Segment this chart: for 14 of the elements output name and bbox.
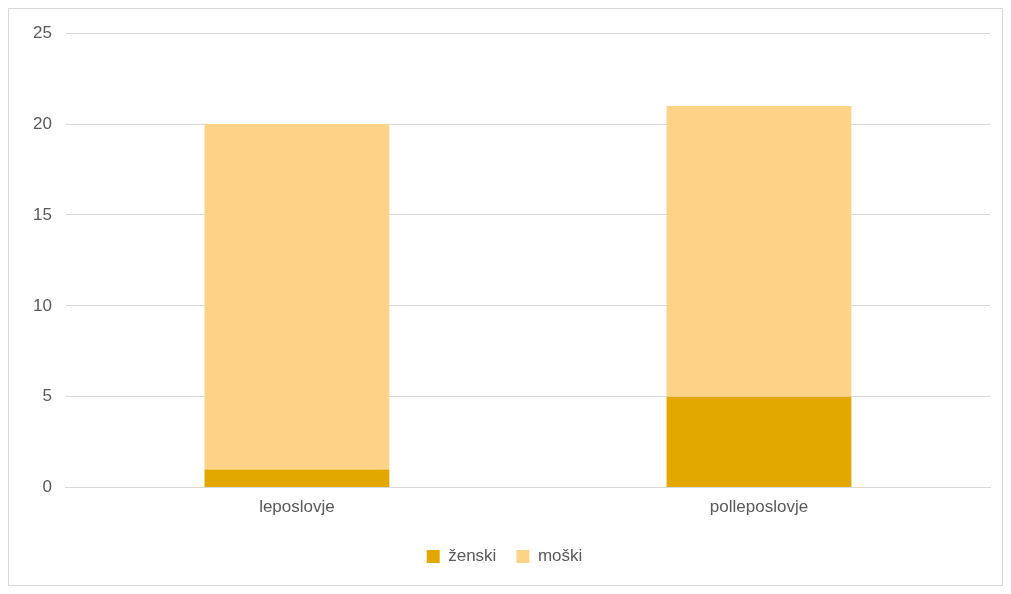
bar [666,105,852,397]
bar [204,469,390,488]
legend-label: moški [537,546,583,566]
bar [204,124,390,470]
y-tick-label: 5 [42,386,52,406]
x-tick-label: leposlovje [259,497,335,517]
y-tick-label: 20 [32,113,52,133]
y-tick-label: 10 [32,295,52,315]
y-tick-label: 25 [32,22,52,42]
legend-label: ženski [448,546,497,566]
x-tick-label: polleposlovje [709,497,809,517]
y-tick-label: 15 [32,204,52,224]
bar [666,396,852,488]
y-tick-label: 0 [42,477,52,497]
